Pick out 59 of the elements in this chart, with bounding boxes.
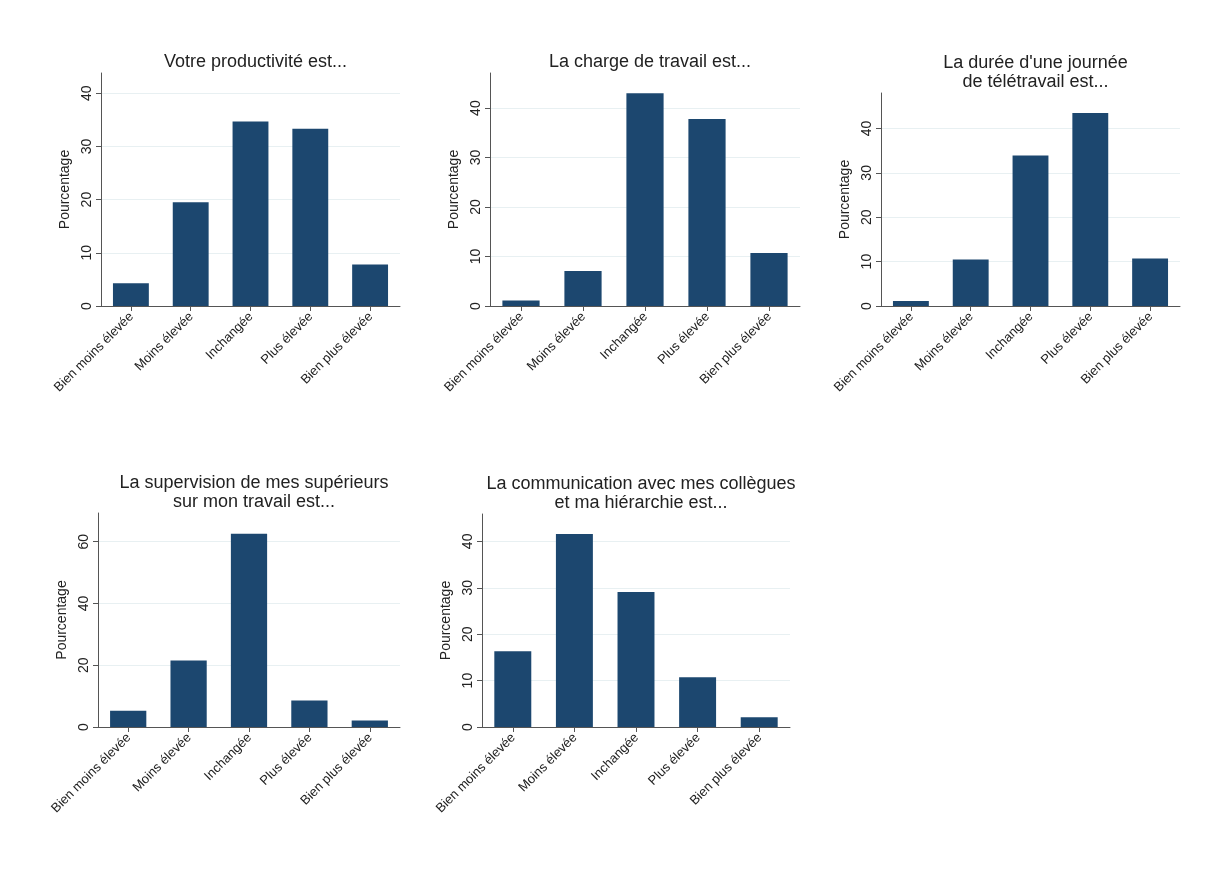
y-tick-label: 0 (467, 301, 483, 310)
bar (494, 651, 532, 727)
y-tick-label: 20 (467, 199, 483, 215)
chart-title: La supervision de mes supérieurs sur mon travail est... (119, 471, 389, 511)
y-axis-title: Pourcentage (53, 580, 69, 660)
bar (292, 128, 329, 306)
bar (110, 710, 147, 727)
bar (679, 677, 717, 727)
y-tick-label: 10 (78, 244, 94, 261)
y-tick-label: 40 (459, 533, 475, 550)
y-tick-label: 20 (459, 626, 475, 642)
bar (952, 259, 989, 306)
chart-title: La durée d'une journée de télétravail est... (943, 51, 1128, 91)
bar (1012, 155, 1049, 306)
bar (555, 533, 593, 727)
y-tick-label: 10 (467, 248, 483, 265)
y-tick-label: 30 (459, 579, 475, 596)
bar (892, 301, 929, 306)
y-axis-title: Pourcentage (836, 159, 852, 240)
bar (564, 270, 602, 306)
y-tick-label: 30 (467, 149, 483, 166)
y-tick-label: 10 (858, 253, 874, 270)
bar (232, 121, 269, 306)
bar (750, 253, 788, 306)
y-tick-label: 40 (75, 595, 91, 612)
chart-title: Votre productivité est... (163, 50, 348, 71)
bar (617, 591, 655, 727)
y-axis-title: Pourcentage (437, 580, 453, 661)
y-tick-label: 20 (858, 209, 874, 226)
bar (112, 283, 149, 306)
y-axis-title: Pourcentage (445, 149, 461, 230)
y-tick-label: 40 (858, 120, 874, 137)
y-tick-label: 40 (467, 100, 483, 116)
y-tick-label: 0 (459, 722, 475, 731)
y-axis-title: Pourcentage (56, 149, 72, 230)
y-tick-label: 20 (78, 191, 94, 208)
bar (230, 533, 268, 727)
y-tick-label: 60 (75, 533, 91, 550)
bar (740, 717, 778, 727)
y-tick-label: 30 (858, 164, 874, 181)
y-tick-label: 20 (75, 657, 91, 674)
chart-title: La charge de travail est... (548, 50, 752, 71)
y-tick-label: 10 (459, 672, 475, 689)
chart-title: La communication avec mes collègues et ma hiérarchie est... (486, 472, 796, 512)
y-tick-label: 0 (78, 301, 94, 310)
bar (626, 93, 664, 306)
bar (291, 700, 328, 727)
bar (352, 264, 389, 306)
bar (502, 300, 540, 306)
y-tick-label: 30 (78, 138, 94, 155)
bar (1132, 258, 1169, 306)
bar (170, 660, 207, 727)
bar (172, 202, 209, 306)
y-tick-label: 0 (858, 301, 874, 310)
bar (351, 720, 388, 727)
y-tick-label: 0 (75, 722, 91, 731)
bar (688, 119, 726, 306)
y-tick-label: 40 (78, 85, 94, 101)
bar (1072, 112, 1109, 306)
